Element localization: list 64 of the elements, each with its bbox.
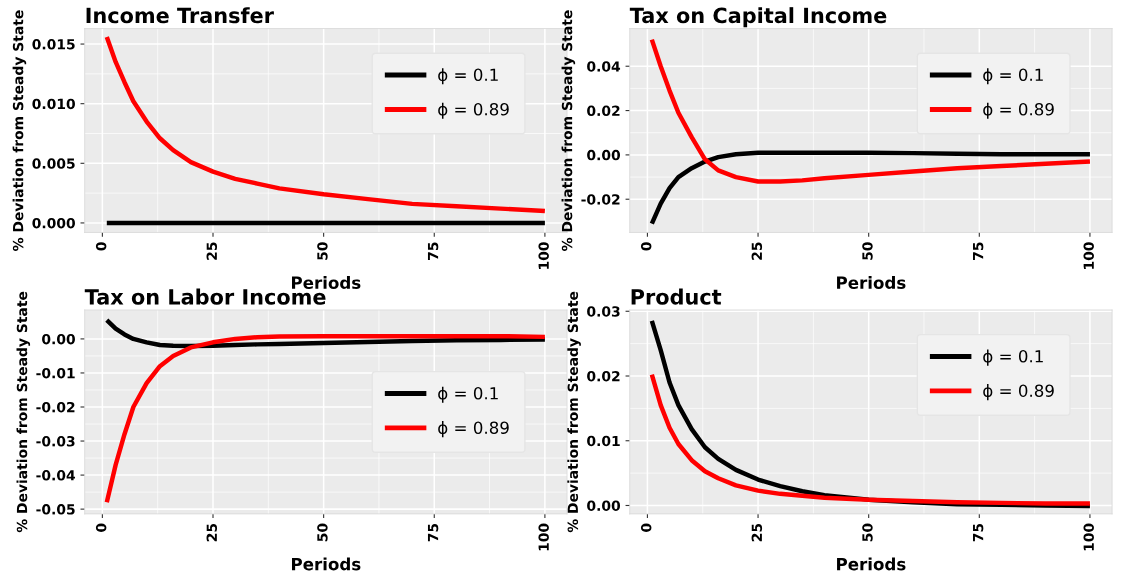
y-tick-label: 0.01 xyxy=(587,435,620,447)
x-tick-label: 25 xyxy=(751,523,763,542)
x-tick-label: 100 xyxy=(538,242,549,269)
legend-label: ϕ = 0.1 xyxy=(438,386,498,403)
legend-label: ϕ = 0.1 xyxy=(983,349,1043,366)
y-tick-label: 0.00 xyxy=(587,500,621,511)
line-series xyxy=(649,37,1093,184)
y-tick-label: 0.015 xyxy=(32,39,75,50)
x-tick-label: 75 xyxy=(973,523,984,542)
y-tick-label: 0.02 xyxy=(587,105,620,117)
x-tick-label: 75 xyxy=(427,242,439,260)
y-tick-label: -0.04 xyxy=(36,470,76,481)
y-tick-label: -0.02 xyxy=(36,401,75,413)
x-axis-title: Periods xyxy=(292,276,361,289)
y-tick-label: 0.03 xyxy=(587,306,620,317)
legend-label: ϕ = 0.1 xyxy=(438,68,498,85)
y-tick-label: 0.02 xyxy=(587,370,620,382)
x-tick-label: 0 xyxy=(640,242,652,251)
y-tick-label: 0.005 xyxy=(32,158,75,169)
y-tick-label: 0.00 xyxy=(587,149,621,161)
x-axis-title: Periods xyxy=(837,557,906,571)
x-tick-label: 50 xyxy=(862,523,873,542)
line-series xyxy=(104,34,548,214)
legend-label: ϕ = 0.89 xyxy=(438,421,509,438)
y-tick-label: 0.000 xyxy=(32,217,75,229)
y-tick-label: 0.010 xyxy=(32,98,75,110)
x-tick-label: 100 xyxy=(1083,242,1094,269)
x-tick-label: 50 xyxy=(317,242,328,260)
x-tick-label: 0 xyxy=(95,242,107,251)
chart-title: Income Transfer xyxy=(86,7,274,24)
y-axis-title: % Deviation from Steady State xyxy=(561,10,576,251)
x-tick-label: 0 xyxy=(95,523,107,532)
x-tick-label: 100 xyxy=(1083,523,1094,551)
x-axis-title: Periods xyxy=(292,557,361,571)
y-axis-title: % Deviation from Steady State xyxy=(12,10,27,251)
line-series xyxy=(649,150,1093,226)
x-tick-label: 0 xyxy=(640,523,652,532)
line-series xyxy=(649,372,1093,506)
chart-title: Product xyxy=(631,288,722,305)
x-tick-label: 75 xyxy=(427,523,439,542)
legend-label: ϕ = 0.89 xyxy=(983,384,1054,401)
y-tick-label: 0.00 xyxy=(42,333,75,345)
x-axis-title: Periods xyxy=(837,276,906,289)
x-tick-label: 50 xyxy=(317,523,328,542)
y-tick-label: -0.02 xyxy=(581,194,620,205)
y-tick-label: -0.03 xyxy=(36,436,75,447)
y-tick-label: 0.04 xyxy=(587,61,621,72)
line-series xyxy=(104,317,548,349)
chart-title: Tax on Labor Income xyxy=(84,288,326,305)
x-tick-label: 25 xyxy=(206,523,218,542)
y-tick-label: -0.01 xyxy=(36,367,75,379)
legend-label: ϕ = 0.1 xyxy=(983,68,1043,85)
line-series xyxy=(104,333,548,505)
y-tick-label: -0.05 xyxy=(36,504,75,515)
legend-label: ϕ = 0.89 xyxy=(438,102,509,119)
y-axis-title: % Deviation from Steady State xyxy=(16,291,31,533)
x-tick-label: 50 xyxy=(862,242,873,260)
x-tick-label: 25 xyxy=(751,242,763,260)
x-tick-label: 75 xyxy=(973,242,984,260)
y-axis-title: % Deviation from Steady State xyxy=(567,291,581,533)
x-tick-label: 100 xyxy=(538,523,549,551)
x-tick-label: 25 xyxy=(206,242,218,260)
legend-label: ϕ = 0.89 xyxy=(983,102,1054,119)
chart-title: Tax on Capital Income xyxy=(629,7,887,28)
